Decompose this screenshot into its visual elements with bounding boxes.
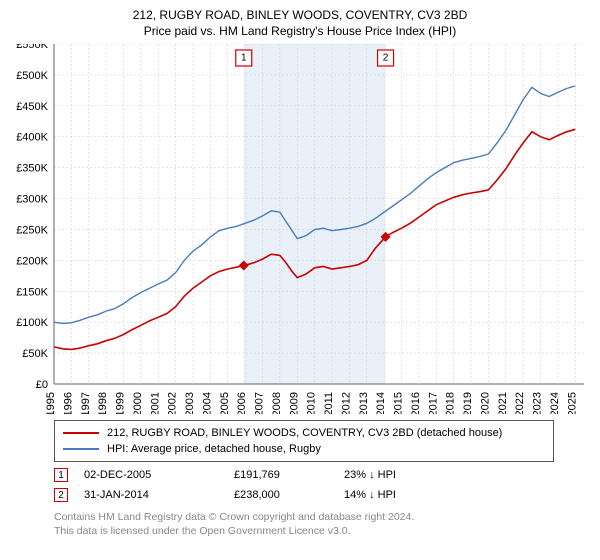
x-tick-label: 2018 xyxy=(445,392,457,414)
x-tick-label: 2016 xyxy=(410,392,422,414)
x-tick-label: 1996 xyxy=(62,392,74,414)
x-tick-label: 2013 xyxy=(358,392,370,414)
chart-area: £0 £50K £100K £150K £200K £250K £300K £350K £400… xyxy=(0,44,600,414)
footer-line-2: This data is licensed under the Open Gov… xyxy=(54,524,414,538)
x-tick-label: 2003 xyxy=(184,392,196,414)
chart-svg: £0 £50K £100K £150K £200K £250K £300K £350K £400… xyxy=(0,44,600,414)
y-tick-label: £200K xyxy=(16,255,48,267)
x-tick-label: 2025 xyxy=(566,392,578,414)
legend: 212, RUGBY ROAD, BINLEY WOODS, COVENTRY,… xyxy=(54,420,554,462)
sale-marker-number: 2 xyxy=(383,53,389,64)
x-tick-label: 2004 xyxy=(201,392,213,414)
x-tick-label: 2022 xyxy=(514,392,526,414)
x-tick-label: 2002 xyxy=(167,392,179,414)
y-tick-label: £500K xyxy=(16,70,48,82)
chart-subtitle: Price paid vs. HM Land Registry's House … xyxy=(0,22,600,38)
sales-table: 1 02-DEC-2005£191,76923% ↓ HPI 2 31-JAN-201… xyxy=(54,464,464,504)
footer-attribution: Contains HM Land Registry data © Crown c… xyxy=(54,510,414,538)
x-tick-label: 1997 xyxy=(80,392,92,414)
x-tick-label: 2008 xyxy=(271,392,283,414)
sale-marker-number: 1 xyxy=(241,53,247,64)
x-tick-label: 2024 xyxy=(549,392,561,414)
footer-line-1: Contains HM Land Registry data © Crown c… xyxy=(54,510,414,524)
legend-item: 212, RUGBY ROAD, BINLEY WOODS, COVENTRY,… xyxy=(63,425,545,441)
x-tick-label: 2011 xyxy=(323,392,335,414)
y-tick-label: £150K xyxy=(16,286,48,298)
sale-price: £238,000 xyxy=(234,489,344,501)
x-tick-label: 2019 xyxy=(462,392,474,414)
x-tick-label: 2012 xyxy=(340,392,352,414)
x-tick-label: 2007 xyxy=(254,392,266,414)
y-tick-label: £50K xyxy=(22,348,48,360)
legend-label: HPI: Average price, detached house, Rugb… xyxy=(107,443,321,455)
sale-row: 1 02-DEC-2005£191,76923% ↓ HPI xyxy=(54,466,464,484)
legend-swatch xyxy=(63,448,99,450)
x-tick-label: 1995 xyxy=(45,392,57,414)
x-tick-label: 2001 xyxy=(149,392,161,414)
x-tick-label: 2006 xyxy=(236,392,248,414)
sale-row-marker: 2 xyxy=(54,488,68,502)
sale-row-marker: 1 xyxy=(54,468,68,482)
x-tick-label: 2005 xyxy=(219,392,231,414)
sale-date: 31-JAN-2014 xyxy=(84,489,234,501)
chart-title: 212, RUGBY ROAD, BINLEY WOODS, COVENTRY,… xyxy=(0,0,600,22)
x-tick-label: 2023 xyxy=(532,392,544,414)
y-tick-label: £0 xyxy=(36,379,48,391)
x-tick-label: 2017 xyxy=(427,392,439,414)
y-tick-label: £550K xyxy=(16,44,48,51)
x-tick-label: 2014 xyxy=(375,392,387,414)
y-tick-label: £100K xyxy=(16,317,48,329)
y-tick-label: £350K xyxy=(16,163,48,175)
sale-row: 2 31-JAN-2014£238,00014% ↓ HPI xyxy=(54,486,464,504)
x-tick-label: 1998 xyxy=(97,392,109,414)
sale-price: £191,769 xyxy=(234,469,344,481)
sale-delta: 23% ↓ HPI xyxy=(344,469,464,481)
x-tick-label: 2020 xyxy=(479,392,491,414)
y-tick-label: £300K xyxy=(16,194,48,206)
x-tick-label: 1999 xyxy=(115,392,127,414)
legend-swatch xyxy=(63,432,99,434)
x-tick-label: 2010 xyxy=(306,392,318,414)
sale-delta: 14% ↓ HPI xyxy=(344,489,464,501)
x-tick-label: 2009 xyxy=(288,392,300,414)
x-tick-label: 2021 xyxy=(497,392,509,414)
y-tick-label: £400K xyxy=(16,132,48,144)
y-tick-label: £450K xyxy=(16,101,48,113)
y-tick-label: £250K xyxy=(16,224,48,236)
x-tick-label: 2015 xyxy=(393,392,405,414)
sale-date: 02-DEC-2005 xyxy=(84,469,234,481)
legend-item: HPI: Average price, detached house, Rugb… xyxy=(63,441,545,457)
chart-container: 212, RUGBY ROAD, BINLEY WOODS, COVENTRY,… xyxy=(0,0,600,560)
legend-label: 212, RUGBY ROAD, BINLEY WOODS, COVENTRY,… xyxy=(107,427,502,439)
x-tick-label: 2000 xyxy=(132,392,144,414)
